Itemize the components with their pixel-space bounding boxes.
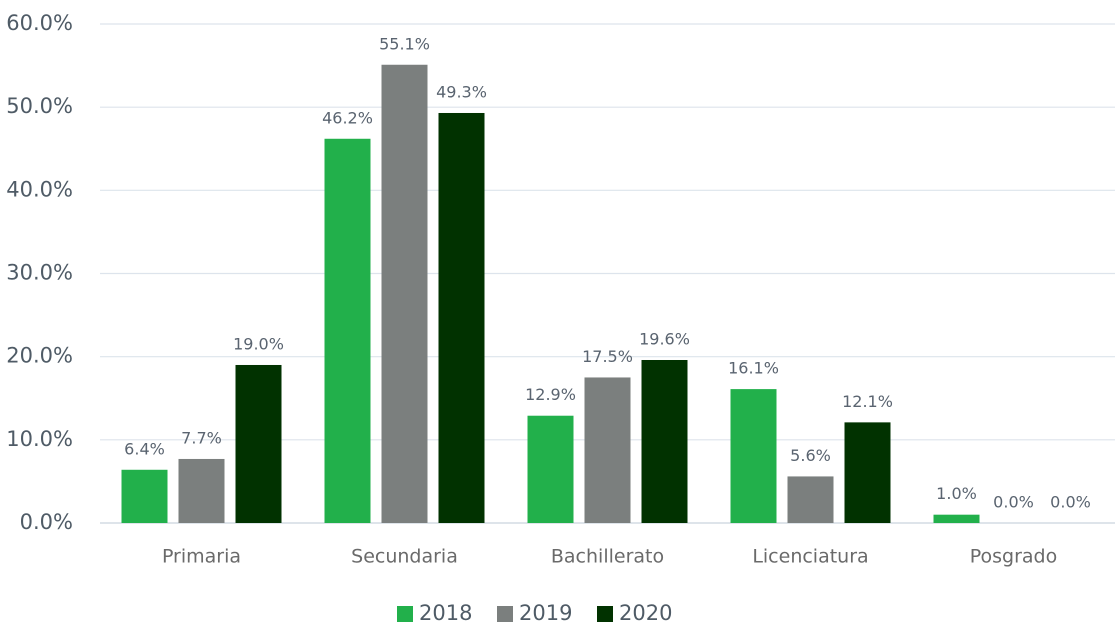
y-tick-label: 0.0% (20, 510, 73, 534)
bar (730, 389, 777, 523)
value-label: 0.0% (1050, 493, 1091, 512)
legend-label: 2018 (419, 601, 472, 625)
legend-label: 2020 (619, 601, 672, 625)
value-label: 17.5% (582, 347, 633, 366)
legend-label: 2019 (519, 601, 572, 625)
value-label: 7.7% (181, 428, 222, 447)
value-label: 19.0% (233, 334, 284, 353)
legend-swatch (597, 606, 613, 622)
bar (438, 112, 485, 523)
bar (178, 458, 225, 523)
value-label: 46.2% (322, 108, 373, 127)
value-label: 55.1% (379, 34, 430, 53)
value-label: 5.6% (790, 446, 831, 465)
legend-swatch (397, 606, 413, 622)
x-tick-label: Primaria (162, 546, 241, 568)
bar (787, 476, 834, 523)
value-label: 49.3% (436, 82, 487, 101)
bar (844, 422, 891, 523)
value-label: 12.1% (842, 392, 893, 411)
x-tick-label: Licenciatura (752, 546, 868, 568)
y-tick-label: 30.0% (6, 261, 73, 285)
bar (121, 469, 168, 523)
y-tick-label: 50.0% (6, 94, 73, 118)
legend-swatch (497, 606, 513, 622)
bar (527, 415, 574, 523)
x-tick-label: Secundaria (351, 546, 458, 568)
y-tick-label: 20.0% (6, 344, 73, 368)
bar (324, 138, 371, 523)
value-label: 16.1% (728, 359, 779, 378)
y-tick-label: 10.0% (6, 427, 73, 451)
bar (235, 364, 282, 523)
value-label: 12.9% (525, 385, 576, 404)
value-label: 6.4% (124, 439, 165, 458)
bar (381, 64, 428, 524)
bar (641, 359, 688, 523)
value-label: 1.0% (936, 484, 977, 503)
x-tick-label: Bachillerato (551, 546, 664, 568)
bar (933, 514, 980, 523)
value-label: 19.6% (639, 329, 690, 348)
y-tick-label: 60.0% (6, 11, 73, 35)
value-label: 0.0% (993, 493, 1034, 512)
y-tick-label: 40.0% (6, 177, 73, 201)
bar (584, 377, 631, 523)
x-tick-label: Posgrado (970, 546, 1058, 568)
